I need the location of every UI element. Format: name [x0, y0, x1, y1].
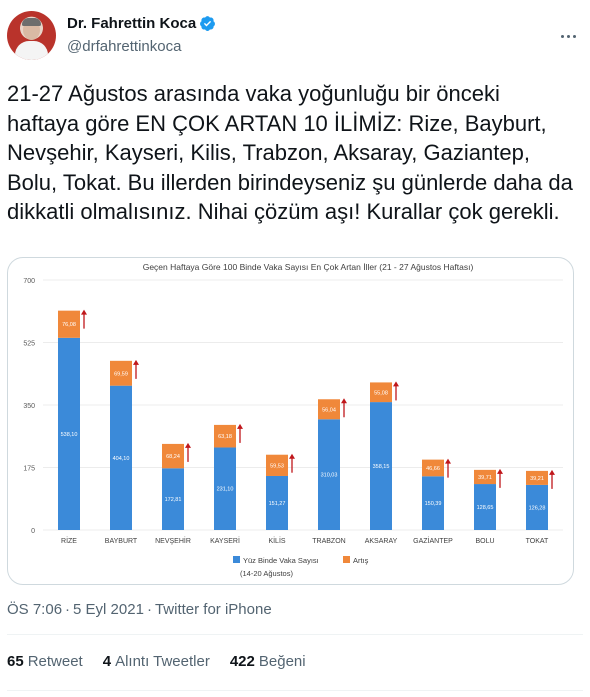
author-handle[interactable]: @drfahrettinkoca	[67, 38, 182, 55]
author-name-row[interactable]: Dr. Fahrettin Koca	[67, 15, 216, 32]
legend-label-increase: Artış	[353, 556, 369, 565]
bar-base	[422, 476, 444, 530]
tweet-source[interactable]: Twitter for iPhone	[154, 601, 272, 618]
quotes-label: Alıntı Tweetler	[115, 653, 210, 670]
x-tick-label: BAYBURT	[105, 538, 138, 545]
x-tick-label: BOLU	[475, 538, 494, 545]
quotes-stat[interactable]: 4 Alıntı Tweetler	[103, 653, 210, 670]
bar-base	[526, 484, 548, 530]
bar-increase-value-label: 56,04	[322, 407, 336, 413]
likes-stat[interactable]: 422 Beğeni	[230, 653, 306, 670]
x-tick-label: GAZİANTEP	[413, 536, 453, 545]
bar-increase	[266, 454, 288, 476]
up-arrow-icon	[341, 398, 347, 418]
bar-base	[370, 402, 392, 530]
bar-base	[474, 484, 496, 530]
chart-title: Geçen Haftaya Göre 100 Binde Vaka Sayısı…	[143, 262, 474, 272]
chart-legend: Yüz Binde Vaka Sayısı Artış (14-20 Ağust…	[233, 556, 369, 578]
tweet-date[interactable]: 5 Eyl 2021	[73, 601, 144, 618]
y-tick-label: 700	[23, 278, 35, 285]
bar-base-value-label: 538,10	[61, 432, 78, 438]
bar-increase-value-label: 39,71	[478, 475, 492, 481]
quotes-count: 4	[102, 653, 112, 670]
up-arrow-icon	[289, 453, 295, 473]
y-tick-label: 525	[23, 341, 35, 348]
bar-increase-value-label: 55,08	[374, 390, 388, 396]
bar-increase	[58, 310, 80, 338]
legend-swatch-increase	[343, 556, 350, 563]
tweet-meta: ÖS 7:06 · 5 Eyl 2021 · Twitter for iPhone	[7, 601, 272, 618]
bar-base-value-label: 231,10	[217, 487, 234, 493]
chart-svg: Geçen Haftaya Göre 100 Binde Vaka Sayısı…	[23, 262, 563, 578]
bar-increase-value-label: 69,59	[114, 371, 128, 377]
x-tick-label: RİZE	[61, 536, 77, 545]
x-tick-label: KİLİS	[268, 536, 285, 545]
up-arrow-icon	[497, 468, 503, 488]
bar-increase-value-label: 63,18	[218, 434, 232, 440]
tweet-text: 21-27 Ağustos arasında vaka yoğunluğu bi…	[7, 81, 579, 224]
x-tick-label: KAYSERİ	[210, 536, 240, 545]
bar-increase-value-label: 39,21	[530, 476, 544, 482]
bar-increase	[318, 399, 340, 420]
retweets-stat[interactable]: 65 Retweet	[7, 653, 83, 670]
divider	[7, 634, 583, 635]
bar-base-value-label: 151,27	[269, 501, 286, 507]
legend-label-base: Yüz Binde Vaka Sayısı	[243, 556, 319, 565]
up-arrow-icon	[445, 458, 451, 478]
bar-increase	[526, 470, 548, 485]
bar-increase	[474, 469, 496, 485]
bar-base-value-label: 310,03	[321, 473, 338, 479]
divider	[7, 690, 583, 691]
legend-swatch-base	[233, 556, 240, 563]
tweet-stats: 65 Retweet 4 Alıntı Tweetler 422 Beğeni	[7, 653, 326, 670]
tweet-time[interactable]: ÖS 7:06	[7, 601, 63, 618]
legend-label-base-sub: (14-20 Ağustos)	[240, 569, 293, 578]
up-arrow-icon	[81, 309, 87, 329]
y-tick-label: 0	[31, 528, 35, 535]
bar-increase-value-label: 46,66	[426, 466, 440, 472]
retweets-label: Retweet	[27, 653, 83, 670]
bar-base-value-label: 126,28	[529, 505, 546, 511]
x-tick-label: TRABZON	[312, 538, 345, 545]
y-tick-label: 350	[23, 403, 35, 410]
bar-increase	[162, 443, 184, 469]
retweets-count: 65	[7, 653, 24, 670]
bar-increase	[422, 459, 444, 477]
bar-base-value-label: 128,65	[477, 505, 494, 511]
bar-base	[110, 385, 132, 530]
up-arrow-icon	[393, 381, 399, 401]
bar-base	[162, 468, 184, 530]
bar-increase	[214, 424, 236, 448]
likes-count: 422	[229, 653, 255, 670]
tweet-header: Dr. Fahrettin Koca @drfahrettinkoca	[0, 0, 590, 72]
bar-base	[58, 337, 80, 530]
bar-increase-value-label: 59,53	[270, 463, 284, 469]
x-tick-label: AKSARAY	[365, 538, 398, 545]
x-tick-label: NEVŞEHİR	[155, 536, 191, 545]
bar-base-value-label: 404,10	[113, 456, 130, 462]
bar-base	[318, 419, 340, 530]
up-arrow-icon	[549, 469, 555, 489]
avatar[interactable]	[7, 11, 56, 60]
bar-increase	[370, 382, 392, 403]
y-tick-label: 175	[23, 466, 35, 473]
bar-base-value-label: 150,39	[425, 501, 442, 507]
verified-badge-icon	[200, 16, 216, 31]
author-display-name[interactable]: Dr. Fahrettin Koca	[67, 15, 197, 32]
bar-increase-value-label: 68,24	[166, 454, 180, 460]
more-dots-icon[interactable]	[556, 24, 580, 48]
bar-base	[214, 447, 236, 530]
bar-increase-value-label: 76,08	[62, 322, 76, 328]
bar-increase	[110, 360, 132, 386]
up-arrow-icon	[185, 442, 191, 462]
bar-base	[266, 475, 288, 530]
x-tick-label: TOKAT	[526, 538, 549, 545]
bar-base-value-label: 358,15	[373, 464, 390, 470]
bar-base-value-label: 172,81	[165, 497, 182, 503]
up-arrow-icon	[133, 359, 139, 379]
up-arrow-icon	[237, 423, 243, 443]
tweet-media-chart[interactable]: Geçen Haftaya Göre 100 Binde Vaka Sayısı…	[7, 257, 574, 585]
likes-label: Beğeni	[258, 653, 306, 670]
